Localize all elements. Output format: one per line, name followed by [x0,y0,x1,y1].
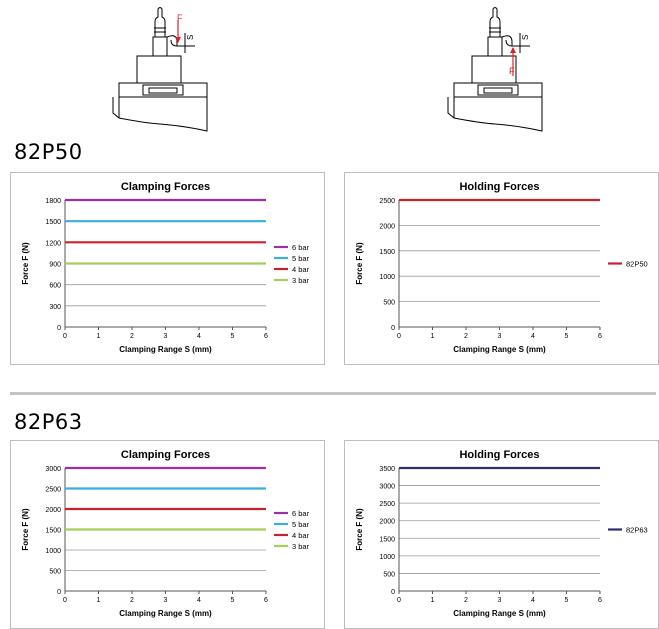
x-tick-label: 6 [264,597,268,604]
chart-title: Holding Forces [459,449,539,461]
x-tick-label: 5 [565,333,569,340]
legend-label: 5 bar [292,254,310,263]
chart-clamping-forces-82p50: Clamping Forces 0 300 600 900 1200 1500 1800 0 1 2… [10,172,325,365]
legend-label: 6 bar [292,243,310,252]
force-label: F [509,66,515,76]
x-tick-label: 0 [63,597,67,604]
y-tick-label: 900 [49,262,61,269]
x-tick-label: 2 [464,333,468,340]
y-tick-label: 0 [57,325,61,332]
y-tick-label: 1500 [379,249,395,256]
y-tick-label: 2500 [45,487,61,494]
chart-clamping-forces-82p63: Clamping Forces 0 500 1000 1500 2000 2500 3000 0… [10,440,325,629]
y-axis-label: Force F (N) [21,242,30,285]
y-tick-label: 600 [49,283,61,290]
x-axis-label: Clamping Range S (mm) [453,345,546,354]
legend-label: 6 bar [292,509,310,518]
x-tick-label: 3 [164,333,168,340]
y-tick-label: 2500 [379,198,395,205]
y-tick-label: 1000 [379,554,395,561]
y-tick-label: 1500 [379,536,395,543]
legend-label: 3 bar [292,542,310,551]
y-tick-label: 2500 [379,501,395,508]
y-tick-label: 500 [383,300,395,307]
y-tick-label: 1500 [45,219,61,226]
y-tick-label: 2000 [379,519,395,526]
x-tick-label: 1 [97,597,101,604]
x-tick-label: 3 [498,333,502,340]
y-tick-label: 500 [49,569,61,576]
x-tick-label: 1 [431,333,435,340]
legend-label: 5 bar [292,520,310,529]
x-tick-label: 2 [464,597,468,604]
x-tick-label: 6 [598,597,602,604]
y-axis-label: Force F (N) [355,508,364,551]
y-tick-label: 0 [391,589,395,596]
y-tick-label: 1000 [45,548,61,555]
chart-svg: Clamping Forces 0 300 600 900 1200 1500 1800 0 1 2… [21,181,310,354]
x-tick-label: 0 [397,333,401,340]
x-tick-label: 5 [231,333,235,340]
legend-label: 82P63 [626,526,648,535]
x-axis-label: Clamping Range S (mm) [119,609,212,618]
y-tick-label: 1000 [379,274,395,281]
y-tick-label: 1800 [45,198,61,205]
x-tick-label: 4 [531,597,535,604]
x-tick-label: 5 [231,597,235,604]
force-label: F [177,13,183,23]
x-tick-label: 2 [130,597,134,604]
x-tick-label: 4 [197,333,201,340]
chart-title: Clamping Forces [121,449,210,461]
y-tick-label: 3500 [379,466,395,473]
stroke-label: S [186,35,195,40]
x-tick-label: 6 [598,333,602,340]
y-tick-label: 0 [391,325,395,332]
stroke-label: S [521,35,530,40]
chart-svg: Holding Forces05001000150020002500300035… [355,449,648,618]
legend-label: 4 bar [292,265,310,274]
x-tick-label: 5 [565,597,569,604]
x-tick-label: 1 [431,597,435,604]
section-title-82p63: 82P63 [14,410,83,434]
x-tick-label: 2 [130,333,134,340]
y-tick-label: 0 [57,589,61,596]
y-axis-label: Force F (N) [21,508,30,551]
section-divider [10,392,656,395]
chart-svg: Holding Forces 0 500 1000 1500 2000 2500 0 1 2 3 4 5… [355,181,648,354]
y-tick-label: 2000 [45,507,61,514]
x-tick-label: 1 [97,333,101,340]
x-tick-label: 6 [264,333,268,340]
legend-label: 3 bar [292,276,310,285]
x-tick-label: 3 [498,597,502,604]
chart-svg: Clamping Forces 0 500 1000 1500 2000 2500 3000 0… [21,449,310,618]
y-tick-label: 3000 [379,484,395,491]
chart-title: Clamping Forces [121,181,210,193]
x-axis-label: Clamping Range S (mm) [119,345,212,354]
y-tick-label: 500 [383,571,395,578]
clamp-diagram-holding: F S [447,7,543,132]
x-tick-label: 0 [63,333,67,340]
chart-title: Holding Forces [459,181,539,193]
section-title-82p50: 82P50 [14,140,83,164]
x-tick-label: 0 [397,597,401,604]
chart-holding-forces-82p63: Holding Forces 0 500 1000 1500 2000 2500 3000 35… [344,440,659,629]
y-tick-label: 2000 [379,223,395,230]
x-tick-label: 3 [164,597,168,604]
y-tick-label: 1200 [45,240,61,247]
y-axis-label: Force F (N) [355,242,364,285]
legend-label: 82P50 [626,260,648,269]
x-axis-label: Clamping Range S (mm) [453,609,546,618]
clamp-diagram-clamping: F S [112,7,208,132]
y-tick-label: 1500 [45,528,61,535]
x-tick-label: 4 [197,597,201,604]
x-tick-label: 4 [531,333,535,340]
chart-holding-forces-82p50: Holding Forces 0 500 1000 1500 2000 2500 0 1 2 3 4 5… [344,172,659,365]
y-tick-label: 300 [49,304,61,311]
legend-label: 4 bar [292,531,310,540]
y-tick-label: 3000 [45,466,61,473]
